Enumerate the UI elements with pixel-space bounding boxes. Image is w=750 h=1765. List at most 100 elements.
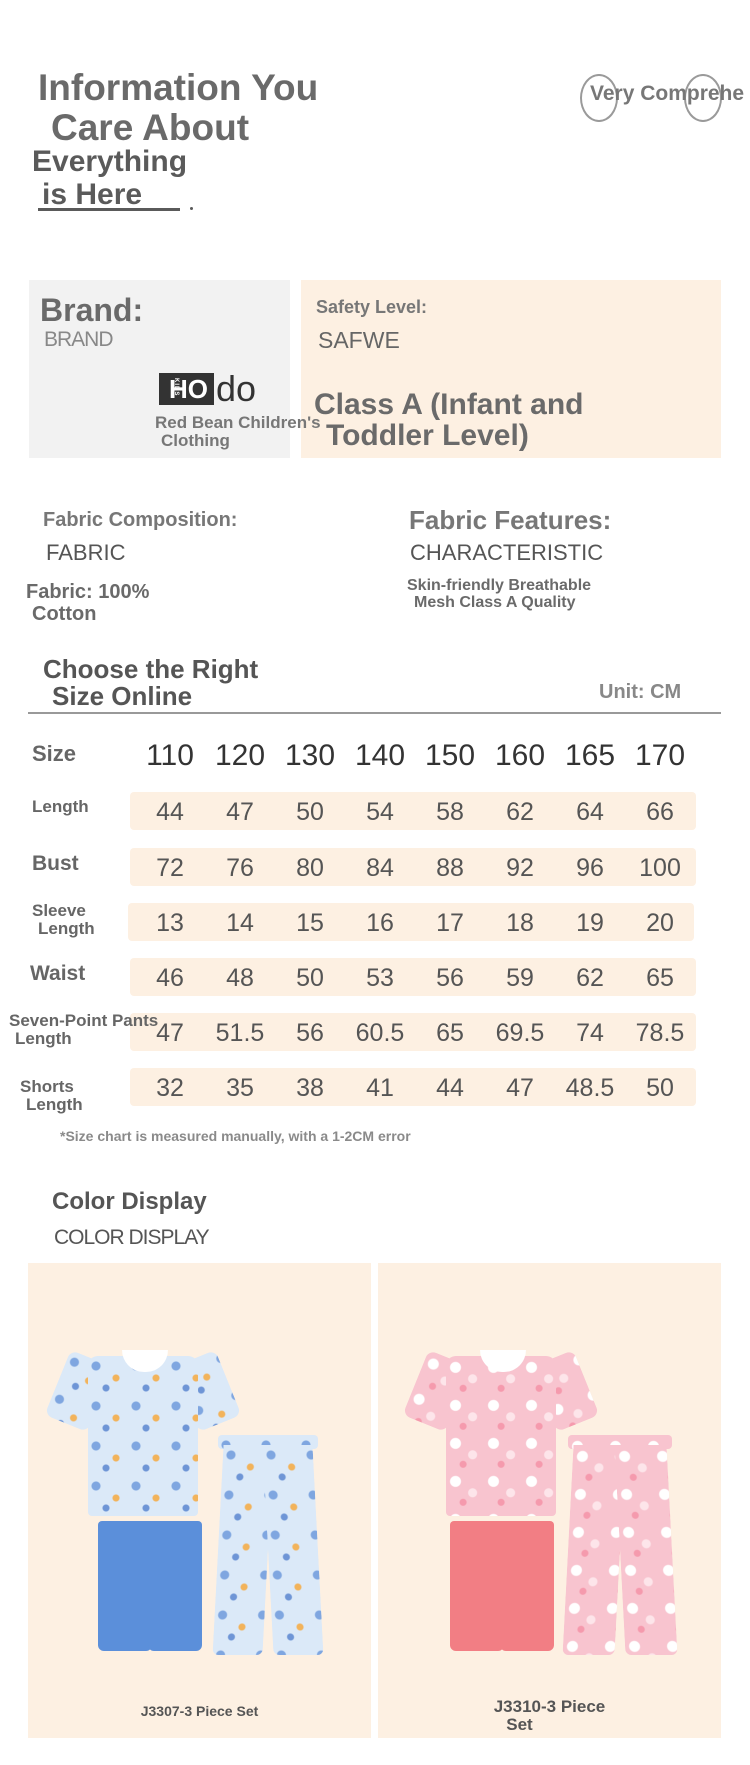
table-cell: 48.5 bbox=[565, 1074, 615, 1102]
table-row-bg bbox=[130, 792, 696, 830]
safety-value-line1: Class A (Infant and bbox=[314, 388, 584, 421]
row-label-bust: Bust bbox=[32, 852, 79, 875]
table-cell: 15 bbox=[296, 909, 324, 937]
table-cell: 44 bbox=[156, 798, 184, 826]
badge-ring-left bbox=[580, 74, 618, 122]
table-row-bg bbox=[130, 1068, 696, 1106]
table-cell: 64 bbox=[576, 798, 604, 826]
table-cell: 80 bbox=[296, 854, 324, 882]
brand-name-line2: Clothing bbox=[161, 431, 230, 450]
row-label-line1: Sleeve bbox=[32, 901, 86, 920]
features-value-line2: Mesh Class A Quality bbox=[414, 594, 576, 611]
product-card-pink[interactable]: J3310-3 Piece Set bbox=[378, 1263, 721, 1738]
table-cell: 14 bbox=[226, 909, 254, 937]
size-heading-line2: Size Online bbox=[52, 681, 193, 711]
row-label-pants-length: Seven-Point Pants Length bbox=[9, 1012, 158, 1048]
features-value: Skin-friendly Breathable Mesh Class A Qu… bbox=[407, 577, 591, 611]
product-card-blue[interactable]: J3307-3 Piece Set bbox=[28, 1263, 371, 1738]
table-cell: 41 bbox=[366, 1074, 394, 1102]
fabric-value-line2: Cotton bbox=[32, 603, 97, 625]
table-row-bg bbox=[128, 903, 694, 941]
page-title-line2: Care About bbox=[51, 107, 250, 148]
table-cell: 50 bbox=[296, 964, 324, 992]
product-caption: J3307-3 Piece Set bbox=[28, 1703, 371, 1719]
table-row: 46 48 50 53 56 59 62 65 bbox=[135, 964, 695, 993]
shorts-leg bbox=[98, 1531, 153, 1651]
coral-shorts-image bbox=[450, 1521, 554, 1656]
table-row: 13 14 15 16 17 18 19 20 bbox=[135, 909, 695, 938]
size-header-label: Size bbox=[32, 741, 77, 766]
table-cell: 50 bbox=[296, 798, 324, 826]
size-header-row: 110 120 130 140 150 160 165 170 bbox=[135, 739, 695, 773]
table-cell: 51.5 bbox=[215, 1019, 265, 1047]
comprehensive-badge: Very Comprehe bbox=[578, 74, 750, 122]
logo-box: KIDS HO bbox=[159, 373, 214, 405]
table-cell: 62 bbox=[506, 798, 534, 826]
color-heading: Color Display bbox=[52, 1188, 207, 1215]
table-cell: 76 bbox=[226, 854, 254, 882]
table-cell: 19 bbox=[576, 909, 604, 937]
table-cell: 54 bbox=[366, 798, 394, 826]
table-row-bg bbox=[130, 958, 696, 996]
size-header-cell: 165 bbox=[564, 739, 616, 772]
fabric-value: Fabric: 100% Cotton bbox=[26, 581, 149, 625]
table-cell: 13 bbox=[156, 909, 184, 937]
table-cell: 60.5 bbox=[355, 1019, 405, 1047]
table-row: 44 47 50 54 58 62 64 66 bbox=[135, 798, 695, 827]
brand-name: Red Bean Children's Clothing bbox=[155, 414, 365, 450]
brand-card bbox=[29, 280, 290, 458]
size-header-cell: 110 bbox=[146, 739, 194, 772]
table-cell: 56 bbox=[436, 964, 464, 992]
row-label-shorts-length: Shorts Length bbox=[20, 1078, 83, 1114]
table-cell: 62 bbox=[576, 964, 604, 992]
table-cell: 58 bbox=[436, 798, 464, 826]
measurement-note: *Size chart is measured manually, with a… bbox=[60, 1128, 411, 1144]
table-cell: 46 bbox=[156, 964, 184, 992]
row-label-line1: Seven-Point Pants bbox=[9, 1011, 159, 1030]
title-dot bbox=[190, 207, 193, 210]
table-cell: 69.5 bbox=[495, 1019, 545, 1047]
pants-leg bbox=[614, 1445, 678, 1655]
badge-text: Very Comprehe bbox=[590, 82, 745, 105]
safety-card bbox=[301, 280, 721, 458]
page-title: Information You Care About bbox=[38, 68, 398, 148]
product-caption: J3310-3 Piece Set bbox=[378, 1698, 721, 1734]
size-heading-line1: Choose the Right bbox=[43, 654, 259, 684]
row-label-line2: Length bbox=[26, 1095, 83, 1114]
page-title-line1: Information You bbox=[38, 67, 319, 108]
table-cell: 92 bbox=[506, 854, 534, 882]
table-cell: 16 bbox=[366, 909, 394, 937]
fabric-heading-en: FABRIC bbox=[46, 540, 126, 565]
row-label-line1: Length bbox=[32, 797, 89, 816]
table-cell: 65 bbox=[436, 1019, 464, 1047]
size-table: Size 110 120 130 140 150 160 165 170 Len… bbox=[0, 730, 750, 1120]
table-cell: 44 bbox=[436, 1074, 464, 1102]
table-cell: 65 bbox=[646, 964, 674, 992]
size-header-cell: 120 bbox=[214, 739, 266, 772]
size-header-cell: 140 bbox=[354, 739, 406, 772]
table-cell: 84 bbox=[366, 854, 394, 882]
table-row-bg bbox=[130, 848, 696, 886]
table-cell: 18 bbox=[506, 909, 534, 937]
shirt-body bbox=[88, 1356, 198, 1516]
logo-tail-text: do bbox=[216, 368, 257, 409]
brand-name-line1: Red Bean Children's bbox=[155, 413, 321, 432]
shorts-leg bbox=[147, 1531, 202, 1651]
table-cell: 47 bbox=[226, 798, 254, 826]
size-header-cell: 170 bbox=[634, 739, 686, 772]
row-label-line1: Bust bbox=[32, 852, 79, 875]
logo-kids-text: KIDS bbox=[173, 378, 179, 397]
row-label-line2: Length bbox=[38, 919, 95, 938]
brand-heading: Brand: bbox=[40, 292, 144, 328]
product-caption-line1: J3310-3 Piece bbox=[493, 1697, 606, 1716]
table-row: 72 76 80 84 88 92 96 100 bbox=[135, 854, 695, 883]
safety-value-line2: Toddler Level) bbox=[326, 419, 529, 452]
table-cell: 48 bbox=[226, 964, 254, 992]
table-cell: 96 bbox=[576, 854, 604, 882]
shirt-body bbox=[446, 1356, 556, 1516]
features-value-line1: Skin-friendly Breathable bbox=[407, 577, 592, 594]
page-subtitle-line2: is Here bbox=[42, 178, 143, 211]
safety-heading: Safety Level: bbox=[316, 297, 428, 317]
table-cell: 38 bbox=[296, 1074, 324, 1102]
size-header-cell: 150 bbox=[424, 739, 476, 772]
